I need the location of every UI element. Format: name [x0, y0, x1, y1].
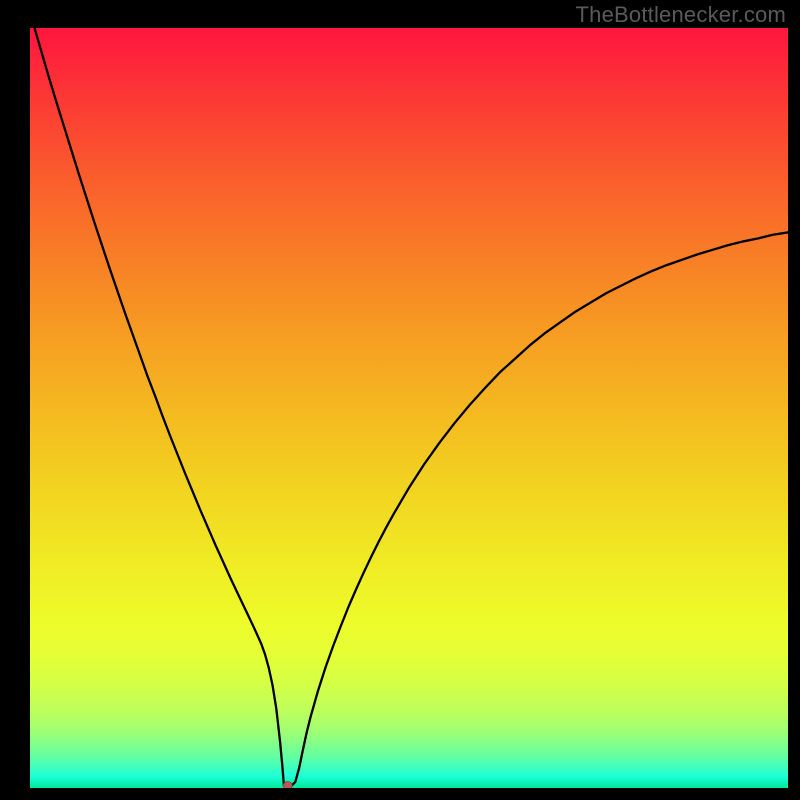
chart-svg [30, 28, 788, 788]
chart-frame: TheBottlenecker.com [0, 0, 800, 800]
watermark-text: TheBottlenecker.com [576, 2, 786, 28]
plot-area [30, 28, 788, 788]
gradient-background [30, 28, 788, 788]
min-marker [283, 782, 292, 788]
